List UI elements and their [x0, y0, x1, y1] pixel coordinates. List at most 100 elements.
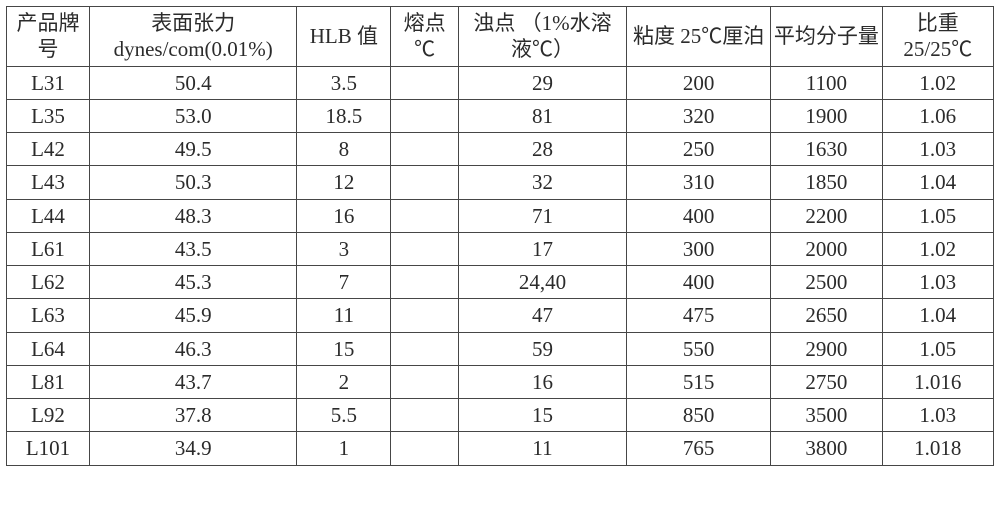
table-cell: 28 — [458, 133, 626, 166]
table-cell: 43.5 — [89, 232, 296, 265]
col-header-viscosity: 粘度 25℃厘泊 — [627, 7, 771, 67]
table-cell: 2000 — [771, 232, 882, 265]
table-cell: 1.03 — [882, 133, 993, 166]
table-cell: 46.3 — [89, 332, 296, 365]
col-header-cloud-point: 浊点 （1%水溶液℃） — [458, 7, 626, 67]
table-cell: 37.8 — [89, 399, 296, 432]
table-cell: 17 — [458, 232, 626, 265]
table-cell: L62 — [7, 266, 90, 299]
table-row: L4448.3167140022001.05 — [7, 199, 994, 232]
table-cell: 3500 — [771, 399, 882, 432]
table-cell: 2200 — [771, 199, 882, 232]
table-row: L4249.582825016301.03 — [7, 133, 994, 166]
table-cell: 2 — [297, 365, 391, 398]
table-row: L6143.53 1730020001.02 — [7, 232, 994, 265]
table-cell: L92 — [7, 399, 90, 432]
table-row: L6245.37 24,4040025001.03 — [7, 266, 994, 299]
table-cell — [391, 299, 459, 332]
table-cell: 2500 — [771, 266, 882, 299]
table-body: L3150.43.52920011001.02L3553.018.5813201… — [7, 66, 994, 465]
table-cell: 18.5 — [297, 99, 391, 132]
table-cell — [391, 166, 459, 199]
table-cell: L101 — [7, 432, 90, 465]
table-cell: 1.05 — [882, 199, 993, 232]
table-cell: 71 — [458, 199, 626, 232]
table-cell: 765 — [627, 432, 771, 465]
table-row: L10134.911176538001.018 — [7, 432, 994, 465]
col-header-hlb: HLB 值 — [297, 7, 391, 67]
table-cell: 8 — [297, 133, 391, 166]
table-cell: 24,40 — [458, 266, 626, 299]
col-header-molecular-weight: 平均分子量 — [771, 7, 882, 67]
col-header-specific-gravity: 比重 25/25℃ — [882, 7, 993, 67]
table-cell: 81 — [458, 99, 626, 132]
table-cell: 850 — [627, 399, 771, 432]
col-header-melting-point: 熔点 ℃ — [391, 7, 459, 67]
table-cell: 1.03 — [882, 399, 993, 432]
table-cell: 48.3 — [89, 199, 296, 232]
table-cell: 45.3 — [89, 266, 296, 299]
table-row: L8143.72 1651527501.016 — [7, 365, 994, 398]
table-cell: 32 — [458, 166, 626, 199]
table-cell: 29 — [458, 66, 626, 99]
table-cell: 1100 — [771, 66, 882, 99]
table-row: L4350.3123231018501.04 — [7, 166, 994, 199]
table-cell: 1.02 — [882, 66, 993, 99]
table-cell: 16 — [458, 365, 626, 398]
table-cell: L61 — [7, 232, 90, 265]
table-cell: 16 — [297, 199, 391, 232]
table-cell: L31 — [7, 66, 90, 99]
table-cell — [391, 199, 459, 232]
table-cell: 1.04 — [882, 299, 993, 332]
table-cell: 515 — [627, 365, 771, 398]
table-cell: 11 — [458, 432, 626, 465]
table-cell: 1900 — [771, 99, 882, 132]
table-cell: 3 — [297, 232, 391, 265]
table-cell — [391, 365, 459, 398]
table-cell: 2900 — [771, 332, 882, 365]
table-cell: 5.5 — [297, 399, 391, 432]
table-cell: 1.04 — [882, 166, 993, 199]
table-cell: 45.9 — [89, 299, 296, 332]
table-cell: 3.5 — [297, 66, 391, 99]
table-cell: 3800 — [771, 432, 882, 465]
table-cell: L35 — [7, 99, 90, 132]
table-header: 产品牌号 表面张力 dynes/com(0.01%) HLB 值 熔点 ℃ 浊点… — [7, 7, 994, 67]
table-cell: 1.03 — [882, 266, 993, 299]
table-cell: 43.7 — [89, 365, 296, 398]
table-cell: 50.4 — [89, 66, 296, 99]
table-row: L6345.9114747526501.04 — [7, 299, 994, 332]
table-cell: 250 — [627, 133, 771, 166]
table-cell: 1.018 — [882, 432, 993, 465]
table-cell — [391, 232, 459, 265]
table-cell: 50.3 — [89, 166, 296, 199]
table-cell: 7 — [297, 266, 391, 299]
col-header-product: 产品牌号 — [7, 7, 90, 67]
table-cell — [391, 133, 459, 166]
col-header-surface-tension: 表面张力 dynes/com(0.01%) — [89, 7, 296, 67]
table-cell: 15 — [458, 399, 626, 432]
table-cell: 1.016 — [882, 365, 993, 398]
table-cell: L81 — [7, 365, 90, 398]
table-cell: 1.06 — [882, 99, 993, 132]
table-cell: 1.02 — [882, 232, 993, 265]
table-cell — [391, 332, 459, 365]
table-cell: 400 — [627, 266, 771, 299]
table-cell: 200 — [627, 66, 771, 99]
table-cell: 300 — [627, 232, 771, 265]
table-cell: L42 — [7, 133, 90, 166]
table-cell — [391, 432, 459, 465]
table-row: L3150.43.5 2920011001.02 — [7, 66, 994, 99]
table-cell: 320 — [627, 99, 771, 132]
table-cell: 400 — [627, 199, 771, 232]
table-cell: 1630 — [771, 133, 882, 166]
product-properties-table: 产品牌号 表面张力 dynes/com(0.01%) HLB 值 熔点 ℃ 浊点… — [6, 6, 994, 466]
table-cell: 11 — [297, 299, 391, 332]
table-cell — [391, 399, 459, 432]
table-cell: 15 — [297, 332, 391, 365]
table-cell: 1.05 — [882, 332, 993, 365]
table-cell — [391, 266, 459, 299]
table-cell: 12 — [297, 166, 391, 199]
table-cell: 1 — [297, 432, 391, 465]
table-cell: 2750 — [771, 365, 882, 398]
